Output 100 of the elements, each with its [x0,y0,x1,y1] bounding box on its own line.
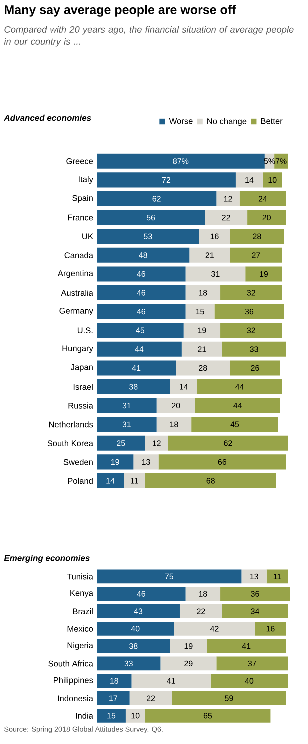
data-label: 20 [172,402,180,409]
y-tick-label: Nigeria [68,642,94,650]
bar [186,304,215,320]
data-label: 11 [274,574,282,580]
bar [274,154,288,169]
bar [97,191,217,207]
bar [182,342,222,357]
data-label: 41 [242,644,251,650]
bar [97,342,182,357]
bar [124,473,146,489]
bar [97,674,132,688]
data-label: 18 [199,591,208,597]
bar [246,266,282,282]
data-label: 32 [247,290,256,296]
bar [207,639,286,654]
bar [145,473,276,489]
bar [126,708,146,723]
bar [216,191,240,207]
data-label: 43 [134,608,143,614]
legend-label: No change [208,118,247,126]
y-tick-label: France [68,214,94,221]
data-label: 21 [206,252,214,258]
bar [97,436,146,451]
bar [97,172,236,188]
y-tick-label: Italy [79,176,94,184]
data-label: 42 [210,626,219,632]
bar [180,604,222,618]
data-label: 44 [135,346,144,352]
bar [97,656,161,671]
bar [236,172,263,188]
data-label: 24 [258,196,268,202]
bar [134,454,159,470]
data-label: 22 [197,608,206,614]
data-label: 10 [268,177,277,184]
data-label: 44 [236,384,244,390]
data-label: 45 [136,328,145,334]
data-label: 14 [106,478,115,484]
data-label: 16 [210,234,219,240]
bar [97,708,126,723]
data-label: 46 [137,308,146,315]
data-label: 20 [262,214,271,221]
data-label: 18 [170,422,178,428]
bar [186,587,221,602]
bar [97,323,184,338]
y-tick-label: Germany [60,308,94,316]
y-tick-label: Sweden [64,459,93,466]
bar [97,622,174,636]
bar [197,379,282,395]
bar [192,417,278,432]
bar [97,248,190,263]
data-label: 15 [196,309,204,315]
data-label: 25 [117,440,126,446]
data-label: 21 [198,346,206,352]
bar [97,473,124,489]
bar [170,379,198,395]
bar [160,656,217,671]
data-label: 56 [146,214,156,221]
data-label: 19 [112,459,120,466]
data-label: 38 [130,384,138,390]
data-label: 33 [124,660,133,667]
y-tick-label: UK [82,234,94,240]
data-label: 14 [180,384,188,390]
bar [176,360,230,376]
data-label: 13 [250,574,258,580]
bar [186,266,246,282]
data-label: 31 [122,422,131,428]
bar [97,604,180,618]
data-label: 18 [110,678,118,684]
data-label: 27 [252,252,260,258]
data-label: 38 [130,643,138,650]
data-label: 45 [230,422,240,428]
bar [214,304,284,320]
bar [230,248,282,263]
bar [170,639,208,654]
y-tick-label: Spain [72,195,93,203]
data-label: 36 [251,591,260,597]
y-tick-label: Hungary [62,346,94,354]
bar [248,210,286,226]
data-label: 46 [137,271,146,278]
bar [145,708,271,723]
data-label: 66 [218,459,227,466]
data-label: 62 [224,440,232,446]
data-label: 18 [199,290,208,296]
bar [230,360,280,376]
bar [174,622,256,636]
bar [222,342,286,357]
legend-label: Better [261,118,283,124]
data-label: 53 [144,234,152,240]
y-tick-label: Brazil [73,608,93,615]
bar [266,570,288,584]
data-label: 46 [137,591,146,597]
text: Advanced economies [4,114,92,122]
data-label: 46 [137,290,146,296]
bar [220,323,282,338]
y-tick-label: Israel [74,384,93,390]
legend-label: Worse [169,118,193,124]
y-tick-label: U.S. [78,328,93,334]
y-tick-label: Greece [66,158,94,164]
bar [97,304,186,320]
data-label: 40 [131,626,140,632]
